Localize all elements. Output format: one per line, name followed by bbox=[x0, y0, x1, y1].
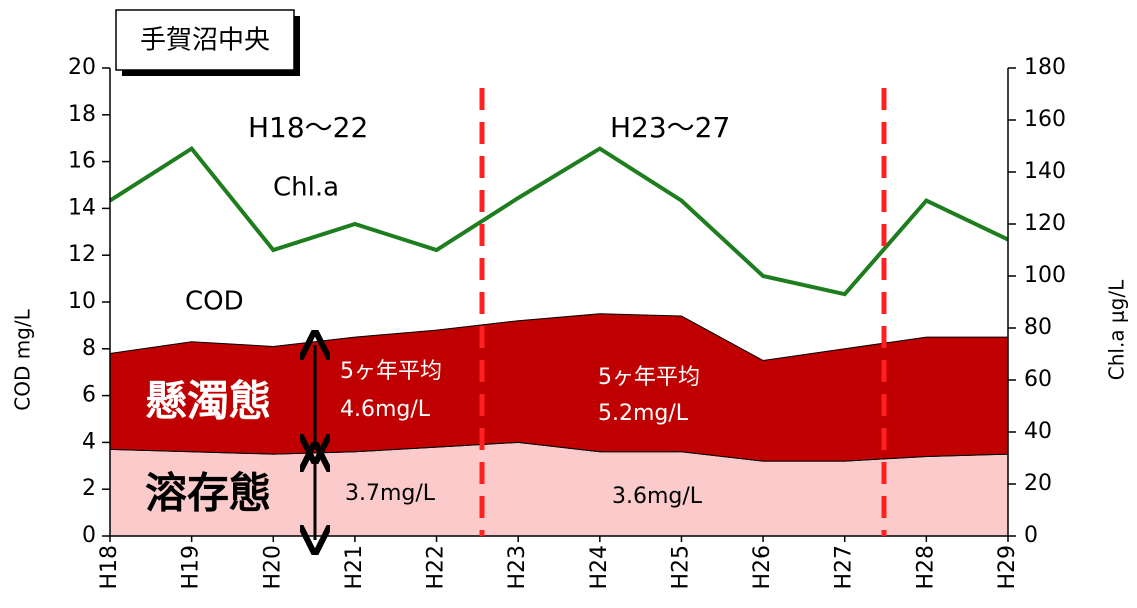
x-tick-label: H22 bbox=[424, 545, 449, 590]
y2-tick-label: 40 bbox=[1024, 419, 1052, 444]
y-tick-label: 6 bbox=[82, 383, 96, 408]
x-tick-label: H25 bbox=[668, 545, 693, 590]
annotation: 5ヶ年平均 bbox=[598, 365, 700, 390]
annotation: H23～27 bbox=[610, 111, 730, 144]
y2-tick-label: 160 bbox=[1024, 107, 1066, 132]
x-tick-label: H19 bbox=[179, 545, 204, 590]
y2-tick-label: 20 bbox=[1024, 471, 1052, 496]
annotation: 5.2mg/L bbox=[598, 401, 689, 426]
y-tick-label: 4 bbox=[82, 429, 96, 454]
x-tick-label: H28 bbox=[913, 545, 938, 590]
series-label: 懸濁態 bbox=[145, 377, 271, 426]
y-tick-label: 18 bbox=[68, 102, 96, 127]
title-box bbox=[115, 9, 295, 71]
x-tick-label: H23 bbox=[505, 545, 530, 590]
annotation: 3.6mg/L bbox=[612, 484, 703, 509]
chart-title: 手賀沼中央 bbox=[140, 26, 270, 56]
line bbox=[108, 145, 1009, 297]
series-label: Chl.a bbox=[273, 173, 339, 203]
y-tick-label: 16 bbox=[68, 149, 96, 174]
x-tick-label: H24 bbox=[587, 545, 612, 590]
y2-axis-title: Chl.a μg/L bbox=[1105, 279, 1129, 380]
annotation: H18～22 bbox=[248, 111, 368, 144]
y2-tick-label: 60 bbox=[1024, 367, 1052, 392]
y-tick-label: 8 bbox=[82, 336, 96, 361]
x-tick-label: H29 bbox=[995, 545, 1020, 590]
x-tick-label: H20 bbox=[260, 545, 285, 590]
y2-tick-label: 120 bbox=[1024, 211, 1066, 236]
x-tick-label: H18 bbox=[97, 545, 122, 590]
y2-tick-label: 0 bbox=[1024, 523, 1038, 548]
annotation: COD bbox=[185, 287, 244, 317]
y-tick-label: 2 bbox=[82, 476, 96, 501]
y-tick-label: 14 bbox=[68, 195, 96, 220]
annotation: 4.6mg/L bbox=[340, 397, 431, 422]
y-tick-label: 10 bbox=[68, 289, 96, 314]
y-tick-label: 20 bbox=[68, 55, 96, 80]
y-axis-title: COD mg/L bbox=[11, 308, 35, 410]
x-tick-label: H26 bbox=[750, 545, 775, 590]
y2-tick-label: 140 bbox=[1024, 159, 1066, 184]
y2-tick-label: 100 bbox=[1024, 263, 1066, 288]
annotation: 5ヶ年平均 bbox=[340, 359, 442, 384]
annotation: 3.7mg/L bbox=[345, 481, 436, 506]
x-tick-label: H21 bbox=[342, 545, 367, 590]
y2-tick-label: 80 bbox=[1024, 315, 1052, 340]
y-tick-label: 0 bbox=[82, 523, 96, 548]
y2-tick-label: 180 bbox=[1024, 55, 1066, 80]
series-label: 溶存態 bbox=[145, 469, 271, 518]
y-tick-label: 12 bbox=[68, 242, 96, 267]
x-tick-label: H27 bbox=[832, 545, 857, 590]
